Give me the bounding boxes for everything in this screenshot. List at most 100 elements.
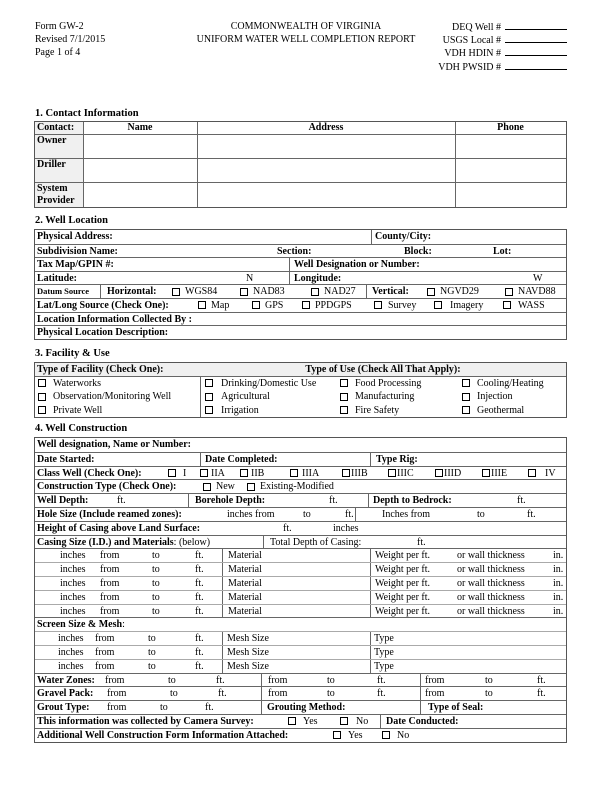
subdivision-row[interactable]: Subdivision Name: Section: Block: Lot: (35, 243, 566, 258)
facility-use-table: Type of Facility (Check One): Type of Us… (34, 362, 567, 418)
casing-row[interactable]: inches from to ft. Material Weight per ft. or … (35, 575, 566, 590)
driller-row[interactable]: Driller (35, 158, 566, 182)
additional-no-checkbox[interactable] (382, 731, 390, 740)
private-well-checkbox[interactable] (38, 406, 46, 415)
wass-checkbox[interactable] (503, 301, 511, 310)
screen-row[interactable]: inches from to ft. Mesh Size Type (35, 644, 566, 659)
vdh-hdin-blank[interactable] (505, 46, 567, 56)
deq-well-field[interactable]: DEQ Well # (452, 20, 567, 34)
class-iia-label: IIA (211, 467, 225, 479)
additional-no-label: No (397, 729, 410, 741)
tax-map-row[interactable]: Tax Map/GPIN #: Well Designation or Numb… (35, 257, 566, 271)
longitude-label: Longitude: (294, 272, 342, 284)
system-provider-row[interactable]: System Provider (35, 182, 566, 207)
gravel-pack-row[interactable]: Gravel Pack: from to ft. from to ft. from to f… (35, 686, 566, 701)
deq-well-blank[interactable] (505, 20, 567, 30)
from-label: from (105, 674, 125, 686)
food-processing-checkbox[interactable] (340, 379, 348, 388)
map-label: Map (211, 299, 230, 311)
west-unit: W (533, 272, 543, 284)
geothermal-checkbox[interactable] (462, 406, 470, 415)
owner-row[interactable]: Owner (35, 134, 566, 158)
well-location-table: Physical Address: County/City: Subdivisi… (34, 229, 567, 340)
borehole-depth-unit: ft. (329, 495, 338, 507)
weight-label: Weight per ft. (375, 577, 431, 589)
waterworks-checkbox[interactable] (38, 379, 46, 388)
in-label: in. (553, 564, 564, 576)
class-iiib-checkbox[interactable] (342, 468, 350, 477)
agricultural-checkbox[interactable] (205, 392, 213, 401)
physical-address-row[interactable]: Physical Address: County/City: (35, 230, 566, 244)
screen-row[interactable]: inches from to ft. Mesh Size Type (35, 658, 566, 673)
class-iiic-checkbox[interactable] (388, 468, 396, 477)
casing-row[interactable]: inches from to ft. Material Weight per ft. or … (35, 603, 566, 618)
additional-yes-checkbox[interactable] (333, 731, 341, 740)
usgs-local-field[interactable]: USGS Local # (443, 33, 567, 47)
dates-row[interactable]: Date Started: Date Completed: Type Rig: (35, 451, 566, 466)
usgs-local-blank[interactable] (505, 33, 567, 43)
casing-row[interactable]: inches from to ft. Material Weight per ft. or … (35, 589, 566, 604)
lat-long-source-row: Lat/Long Source (Check One): Map GPS PPD… (35, 297, 566, 312)
depth-row[interactable]: Well Depth: ft. Borehole Depth: ft. Dept… (35, 493, 566, 507)
from-label: from (100, 577, 120, 589)
casing-row[interactable]: inches from to ft. Material Weight per ft. or … (35, 562, 566, 576)
class-iiie-checkbox[interactable] (482, 468, 490, 477)
collected-by-row[interactable]: Location Information Collected By : (35, 311, 566, 326)
vdh-pwsid-field[interactable]: VDH PWSID # (438, 60, 567, 74)
class-i-checkbox[interactable] (168, 468, 176, 477)
nad83-checkbox[interactable] (240, 287, 248, 296)
material-label: Material (228, 591, 262, 603)
grout-row[interactable]: Grout Type: from to ft. Grouting Method: T… (35, 700, 566, 714)
date-started-label: Date Started: (37, 453, 95, 465)
vdh-pwsid-blank[interactable] (505, 60, 567, 70)
location-description-row[interactable]: Physical Location Description: (35, 325, 566, 339)
nad27-checkbox[interactable] (311, 287, 319, 296)
screen-row[interactable]: inches from to ft. Mesh Size Type (35, 631, 566, 645)
inches-label: inches (60, 564, 86, 576)
designation-row[interactable]: Well designation, Name or Number: (35, 438, 566, 452)
ngvd29-checkbox[interactable] (427, 287, 435, 296)
page-number: Page 1 of 4 (35, 47, 81, 58)
fire-safety-checkbox[interactable] (340, 406, 348, 415)
class-iiia-checkbox[interactable] (290, 468, 298, 477)
survey-checkbox[interactable] (374, 301, 382, 310)
class-iib-checkbox[interactable] (240, 468, 248, 477)
class-iib-label: IIB (251, 467, 265, 479)
casing-row[interactable]: inches from to ft. Material Weight per ft. or … (35, 548, 566, 563)
navd88-checkbox[interactable] (505, 287, 513, 296)
injection-checkbox[interactable] (462, 392, 470, 401)
imagery-checkbox[interactable] (434, 301, 442, 310)
class-iia-checkbox[interactable] (200, 468, 208, 477)
existing-modified-checkbox[interactable] (247, 482, 255, 491)
hole-size-row[interactable]: Hole Size (Include reamed zones): inches… (35, 506, 566, 521)
facility-row-1: Waterworks Drinking/Domestic Use Food Pr… (35, 377, 566, 391)
casing-size-row[interactable]: Casing Size (I.D.) and Materials: (below… (35, 534, 566, 549)
to-label: to (327, 674, 335, 686)
cooling-heating-checkbox[interactable] (462, 379, 470, 388)
camera-yes-checkbox[interactable] (288, 717, 296, 726)
date-completed-label: Date Completed: (205, 453, 278, 465)
lat-long-row[interactable]: Latitude: N Longitude: W (35, 270, 566, 285)
facility-type-header: Type of Facility (Check One): (37, 364, 164, 375)
wgs84-checkbox[interactable] (172, 287, 180, 296)
observation-well-checkbox[interactable] (38, 392, 46, 401)
irrigation-checkbox[interactable] (205, 406, 213, 415)
camera-no-checkbox[interactable] (340, 717, 348, 726)
casing-height-row[interactable]: Height of Casing above Land Surface: ft.… (35, 520, 566, 535)
ft-label: ft. (377, 674, 386, 686)
ft-label: ft. (195, 633, 204, 645)
lot-label: Lot: (493, 245, 512, 257)
ppdgps-checkbox[interactable] (302, 301, 310, 310)
manufacturing-checkbox[interactable] (340, 392, 348, 401)
vdh-hdin-field[interactable]: VDH HDIN # (444, 46, 567, 60)
gps-checkbox[interactable] (252, 301, 260, 310)
map-checkbox[interactable] (198, 301, 206, 310)
class-iiid-checkbox[interactable] (435, 468, 443, 477)
ft-label: ft. (195, 605, 204, 617)
class-iv-checkbox[interactable] (528, 468, 536, 477)
new-checkbox[interactable] (203, 482, 211, 491)
drinking-checkbox[interactable] (205, 379, 213, 388)
hole-ft-1: ft. (345, 508, 354, 520)
address-col-header: Address (308, 122, 344, 133)
water-zones-row[interactable]: Water Zones: from to ft. from to ft. from to f… (35, 672, 566, 687)
